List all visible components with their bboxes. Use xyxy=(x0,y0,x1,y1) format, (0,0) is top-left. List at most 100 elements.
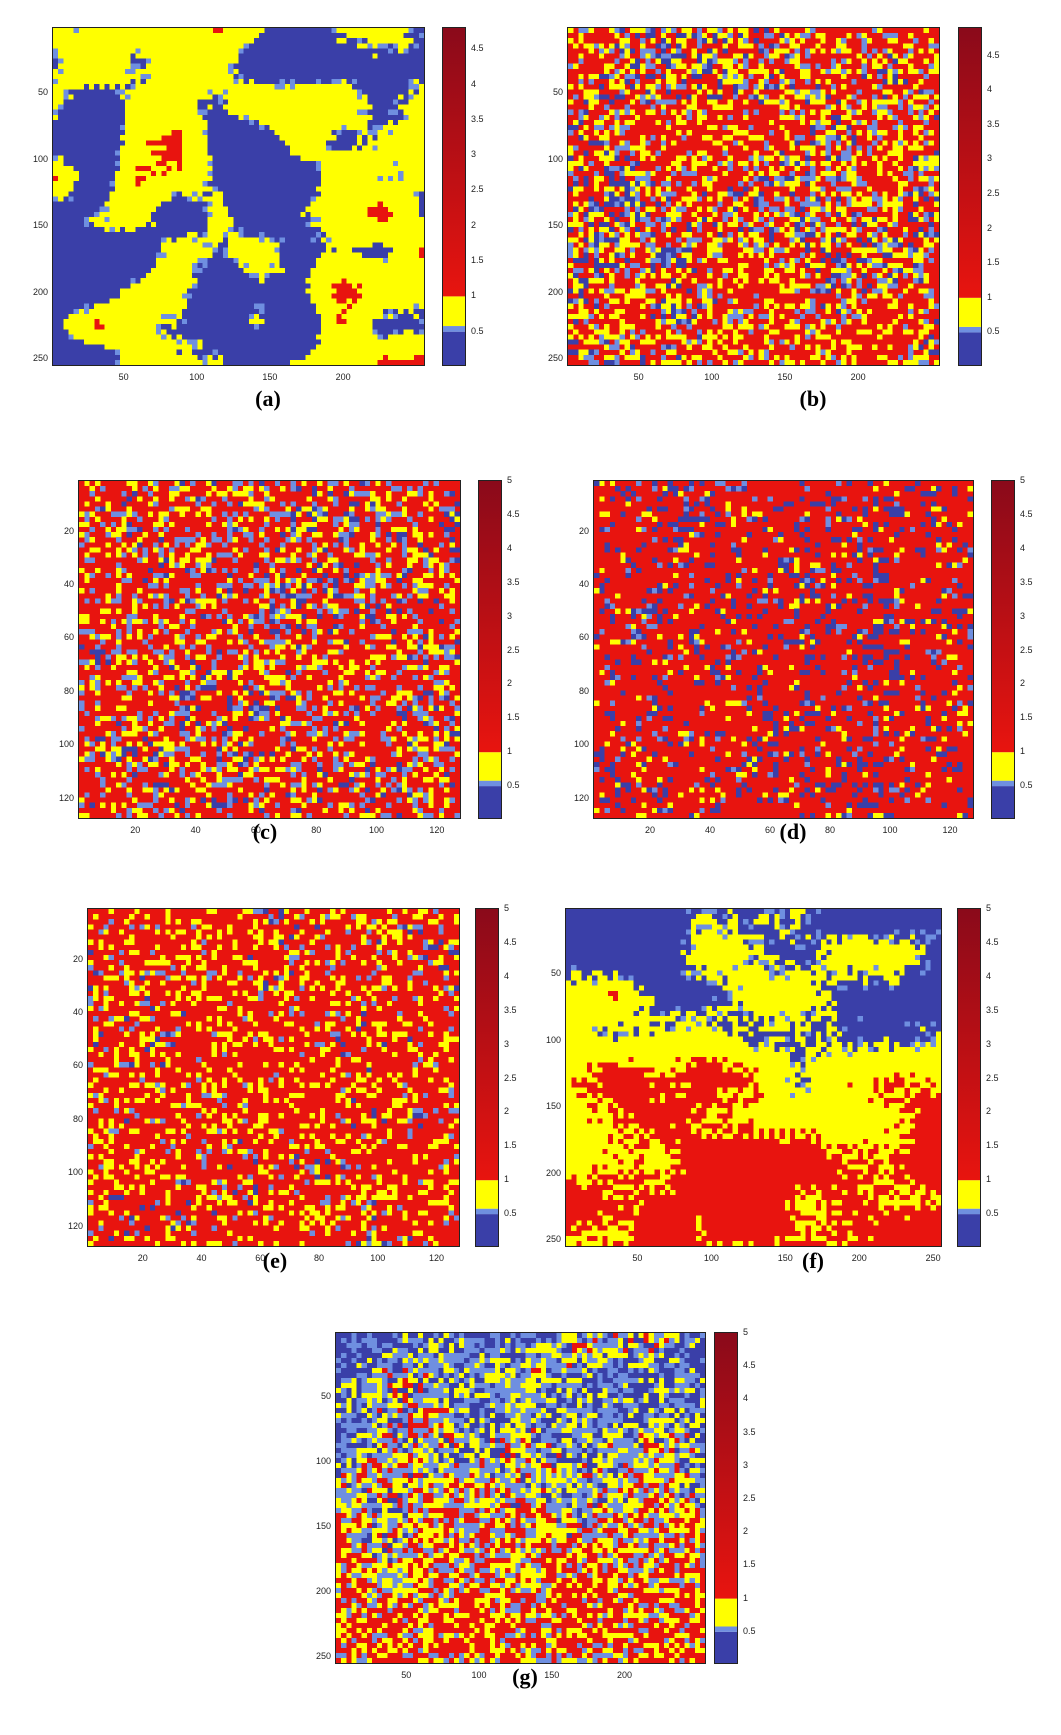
heatmap-cell xyxy=(372,329,378,335)
heatmap-cell xyxy=(78,191,85,197)
heatmap-cell xyxy=(377,267,383,274)
heatmap-cell xyxy=(248,247,255,253)
heatmap-cell xyxy=(284,344,291,350)
heatmap-cell xyxy=(341,211,347,218)
heatmap-cell xyxy=(89,359,95,365)
heatmap-cell xyxy=(377,329,383,335)
heatmap-cell xyxy=(367,33,373,39)
heatmap-cell xyxy=(94,63,100,69)
heatmap-cell xyxy=(331,119,337,126)
heatmap-cell xyxy=(156,186,162,192)
heatmap-cell xyxy=(377,319,383,325)
heatmap-cell xyxy=(403,176,409,182)
heatmap-cell xyxy=(295,354,301,360)
heatmap-cell xyxy=(372,186,378,192)
heatmap-cell xyxy=(94,298,100,304)
heatmap-cell xyxy=(58,211,64,218)
heatmap-cell xyxy=(145,283,152,289)
heatmap-cell xyxy=(186,262,193,269)
heatmap-cell xyxy=(68,73,74,80)
heatmap-cell xyxy=(192,319,198,325)
heatmap-cell xyxy=(63,145,69,151)
heatmap-cell xyxy=(140,170,146,177)
heatmap-cell xyxy=(372,349,378,355)
heatmap-cell xyxy=(372,201,378,207)
heatmap-cell xyxy=(274,247,280,253)
heatmap-cell xyxy=(238,109,244,115)
heatmap-cell xyxy=(135,99,141,105)
heatmap-cell xyxy=(331,334,337,340)
heatmap-cell xyxy=(413,191,419,197)
heatmap-cell xyxy=(387,84,394,90)
heatmap-cell xyxy=(119,273,126,279)
heatmap-cell xyxy=(264,313,270,320)
heatmap-cell xyxy=(197,150,203,156)
heatmap-cell xyxy=(259,58,265,64)
heatmap-cell xyxy=(223,84,229,90)
heatmap-cell xyxy=(341,68,347,75)
heatmap-cell xyxy=(331,222,337,228)
heatmap-cell xyxy=(799,38,806,44)
heatmap-cell xyxy=(135,313,141,320)
heatmap-cell xyxy=(351,303,358,309)
heatmap-cell xyxy=(367,283,373,289)
heatmap-cell xyxy=(223,359,229,365)
heatmap-cell xyxy=(150,273,157,279)
heatmap-cell xyxy=(166,339,172,345)
heatmap-cell xyxy=(150,73,157,80)
heatmap-cell xyxy=(861,58,867,64)
heatmap-cell xyxy=(305,267,311,274)
heatmap-cell xyxy=(68,354,74,360)
heatmap-cell xyxy=(264,165,270,172)
heatmap-cell xyxy=(315,257,322,263)
heatmap-cell xyxy=(393,160,399,166)
heatmap-cell xyxy=(279,283,285,289)
heatmap-cell xyxy=(320,298,327,304)
heatmap-cell xyxy=(279,303,285,309)
heatmap-cell xyxy=(150,33,157,39)
heatmap-cell xyxy=(202,150,208,156)
heatmap-cell xyxy=(109,170,115,177)
heatmap-cell xyxy=(202,191,208,197)
heatmap-cell xyxy=(357,267,363,274)
heatmap-cell xyxy=(722,38,728,44)
heatmap-cell xyxy=(300,206,306,212)
heatmap-cell xyxy=(63,283,69,289)
heatmap-cell xyxy=(331,58,337,64)
heatmap-cell xyxy=(362,283,368,289)
heatmap-cell xyxy=(89,303,95,309)
heatmap-cell xyxy=(310,242,316,248)
heatmap-cell xyxy=(269,99,275,105)
heatmap-cell xyxy=(696,38,703,44)
heatmap-cell xyxy=(284,135,291,141)
heatmap-cell xyxy=(320,206,327,212)
heatmap-cell xyxy=(104,145,110,151)
heatmap-cell xyxy=(351,201,358,207)
heatmap-cell xyxy=(192,324,198,330)
heatmap-cell xyxy=(68,63,74,69)
heatmap-cell xyxy=(243,344,249,350)
heatmap-cell xyxy=(125,283,131,289)
heatmap-cell xyxy=(676,58,682,64)
heatmap-cell xyxy=(413,165,419,172)
heatmap-cell xyxy=(913,38,919,44)
heatmap-cell xyxy=(248,114,255,121)
heatmap-cell xyxy=(125,170,131,177)
heatmap-cell xyxy=(99,267,105,274)
heatmap-cell xyxy=(58,252,64,258)
heatmap-cell xyxy=(387,130,394,136)
heatmap-cell xyxy=(94,273,100,279)
heatmap-cell xyxy=(310,232,316,238)
heatmap-cell xyxy=(357,232,363,238)
heatmap-cell xyxy=(233,278,239,284)
heatmap-cell xyxy=(320,140,327,146)
heatmap-cell xyxy=(166,186,172,192)
heatmap-cell xyxy=(403,329,409,335)
heatmap-cell xyxy=(707,63,713,69)
heatmap-cell xyxy=(181,273,188,279)
heatmap-cell xyxy=(181,63,188,69)
heatmap-cell xyxy=(135,196,141,202)
heatmap-cell xyxy=(326,227,332,233)
heatmap-cell xyxy=(269,68,275,75)
heatmap-cell xyxy=(763,53,770,59)
